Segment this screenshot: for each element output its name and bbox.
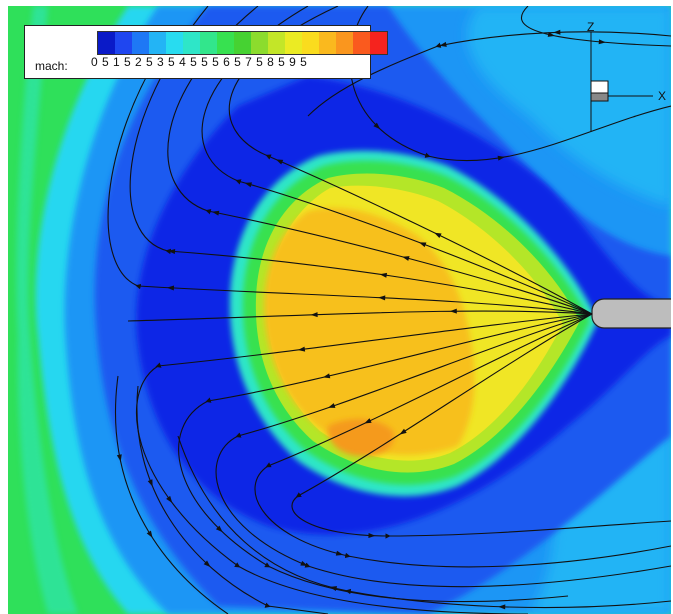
streamline-arrow bbox=[166, 495, 173, 504]
legend-swatch bbox=[132, 32, 149, 54]
streamline-arrow bbox=[368, 533, 376, 539]
streamline-arrow bbox=[497, 155, 505, 161]
streamline-arrow bbox=[439, 41, 447, 47]
streamline-arrow bbox=[327, 403, 336, 408]
streamline-arrow bbox=[399, 428, 407, 435]
streamline-arrow bbox=[275, 159, 284, 165]
streamline bbox=[520, 6, 671, 47]
color-legend: mach: 0 5 1 5 2 5 3 5 4 5 5 5 6 5 7 5 8 … bbox=[24, 25, 388, 79]
streamline-arrow bbox=[147, 479, 153, 487]
streamline-arrow bbox=[402, 256, 410, 261]
legend-swatch bbox=[217, 32, 234, 54]
left-edge-noise bbox=[16, 6, 78, 614]
legend-variable-label: mach: bbox=[35, 59, 68, 73]
streamline-arrow bbox=[168, 249, 176, 255]
streamline-arrow bbox=[211, 210, 220, 216]
streamline-arrow bbox=[553, 29, 561, 35]
legend-swatch bbox=[336, 32, 353, 54]
legend-swatch bbox=[302, 32, 319, 54]
streamline bbox=[167, 6, 593, 315]
z-axis-label: Z bbox=[587, 20, 595, 34]
legend-swatch bbox=[353, 32, 370, 54]
streamline-arrow bbox=[364, 418, 372, 424]
streamline bbox=[215, 313, 671, 588]
streamline-arrow bbox=[547, 32, 556, 37]
streamline-arrow bbox=[329, 586, 338, 592]
streamline-arrow bbox=[379, 272, 388, 278]
legend-swatch bbox=[166, 32, 183, 54]
plume-red-orange-spot bbox=[327, 419, 394, 457]
streamline-arrow bbox=[300, 560, 308, 566]
nozzle-body bbox=[591, 298, 671, 329]
streamline-arrow bbox=[244, 182, 253, 188]
legend-swatch bbox=[319, 32, 336, 54]
streamline-arrow bbox=[166, 285, 175, 291]
streamline-arrow bbox=[598, 39, 606, 45]
streamline-arrow bbox=[335, 550, 344, 556]
streamline-arrow bbox=[373, 122, 381, 130]
streamline-arrow bbox=[203, 560, 211, 568]
streamline-arrow bbox=[418, 242, 427, 248]
contour-plot: mach: 0 5 1 5 2 5 3 5 4 5 5 5 6 5 7 5 8 … bbox=[8, 6, 671, 614]
streamline-arrow bbox=[116, 454, 122, 462]
axis-triad-box bbox=[590, 80, 609, 94]
streamline bbox=[254, 313, 671, 568]
legend-swatch bbox=[183, 32, 200, 54]
x-axis-label: X bbox=[658, 89, 667, 103]
legend-swatch bbox=[200, 32, 217, 54]
streamline-arrow bbox=[378, 295, 386, 301]
plume-orange-core bbox=[263, 207, 475, 455]
mach-contour-field bbox=[8, 6, 671, 614]
streamline-arrow bbox=[449, 308, 457, 314]
legend-swatch bbox=[98, 32, 115, 54]
streamline-arrow bbox=[146, 530, 153, 538]
streamline-arrow bbox=[498, 604, 506, 610]
axis-triad bbox=[590, 32, 653, 132]
streamline-arrow bbox=[297, 346, 306, 352]
streamline bbox=[127, 310, 593, 322]
legend-swatch bbox=[285, 32, 302, 54]
legend-swatch bbox=[251, 32, 268, 54]
streamline bbox=[114, 375, 229, 614]
streamline bbox=[136, 385, 329, 614]
streamline bbox=[177, 435, 671, 609]
legend-swatch bbox=[149, 32, 166, 54]
streamline-arrow bbox=[215, 525, 223, 533]
legend-tick-labels: 0 5 1 5 2 5 3 5 4 5 5 5 6 5 7 5 8 5 9 5 bbox=[91, 55, 308, 69]
legend-swatch bbox=[115, 32, 132, 54]
legend-color-bar bbox=[97, 31, 388, 55]
legend-swatch bbox=[234, 32, 251, 54]
upper-right-cyan bbox=[467, 6, 671, 206]
legend-swatch bbox=[268, 32, 285, 54]
legend-swatch bbox=[370, 32, 387, 54]
streamline bbox=[291, 313, 671, 539]
axis-triad-shade bbox=[590, 92, 609, 102]
streamline-arrow bbox=[322, 373, 331, 379]
streamline-arrow bbox=[310, 312, 318, 318]
streamline-arrow bbox=[434, 232, 442, 238]
